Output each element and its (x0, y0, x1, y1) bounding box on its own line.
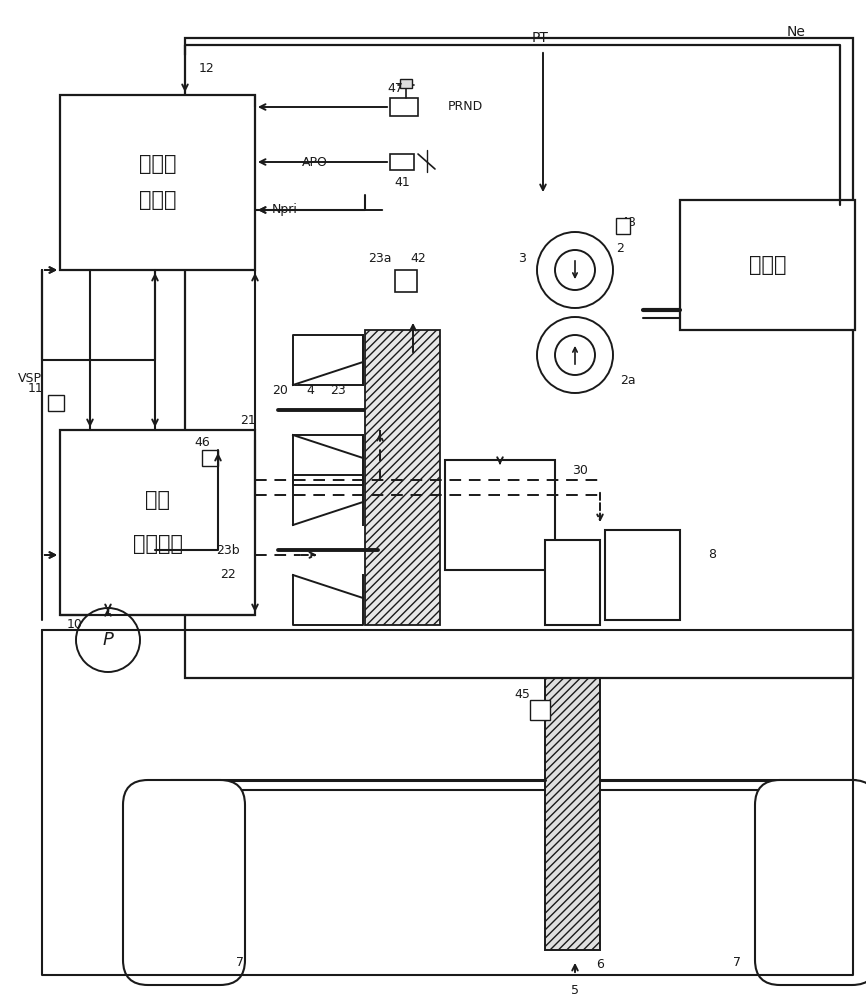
Bar (202, 450, 218, 466)
Text: 2: 2 (616, 241, 624, 254)
Text: 23b: 23b (216, 544, 240, 556)
Text: 5: 5 (571, 984, 579, 996)
Bar (616, 218, 630, 234)
Text: 3: 3 (518, 251, 526, 264)
Text: 7: 7 (236, 956, 244, 968)
Text: 47: 47 (387, 82, 403, 95)
Bar (365, 330, 440, 625)
Circle shape (555, 335, 595, 375)
Bar (530, 700, 550, 720)
Text: 48: 48 (620, 216, 636, 229)
Text: 控制回路: 控制回路 (132, 534, 183, 554)
Text: PT: PT (532, 31, 548, 45)
Text: 发动机: 发动机 (749, 255, 786, 275)
Bar (395, 270, 417, 292)
Text: 油压: 油压 (145, 490, 170, 510)
Text: Ne: Ne (786, 25, 805, 39)
FancyBboxPatch shape (123, 780, 245, 985)
Text: 12: 12 (199, 62, 215, 75)
Text: 7: 7 (733, 956, 741, 968)
Text: 23a: 23a (368, 251, 391, 264)
Text: 控制器: 控制器 (139, 190, 177, 211)
Text: 23: 23 (330, 383, 346, 396)
Bar (605, 530, 680, 620)
Bar (445, 460, 555, 570)
Text: 22: 22 (220, 568, 236, 582)
Text: APO: APO (302, 156, 328, 169)
Text: PRND: PRND (448, 101, 483, 113)
Text: 6: 6 (596, 958, 604, 972)
Bar (390, 98, 418, 116)
Text: VSP: VSP (18, 371, 42, 384)
Text: 11: 11 (28, 381, 44, 394)
Text: 20: 20 (272, 383, 288, 396)
Text: 45: 45 (514, 688, 530, 700)
Text: 变速器: 变速器 (139, 154, 177, 174)
Bar (60, 95, 255, 270)
FancyBboxPatch shape (755, 780, 866, 985)
Text: 41: 41 (394, 176, 410, 190)
Bar (48, 395, 64, 411)
Text: P: P (102, 631, 113, 649)
Bar (615, 195, 643, 405)
Bar (400, 79, 412, 88)
Bar (390, 154, 414, 170)
Bar (60, 430, 255, 615)
Text: Npri: Npri (272, 204, 298, 217)
Bar (535, 195, 577, 405)
Text: 8: 8 (708, 548, 716, 562)
Bar (370, 195, 435, 635)
Circle shape (555, 250, 595, 290)
Text: 21: 21 (240, 414, 255, 426)
Circle shape (537, 317, 613, 393)
Text: 30: 30 (572, 464, 588, 477)
Polygon shape (293, 335, 363, 385)
Circle shape (76, 608, 140, 672)
Bar (545, 195, 600, 950)
Bar (545, 540, 600, 625)
Text: 4: 4 (306, 383, 314, 396)
Text: 10: 10 (67, 618, 83, 632)
Text: 42: 42 (410, 251, 426, 264)
Bar (680, 200, 855, 330)
Bar (185, 38, 853, 678)
Text: 46: 46 (194, 436, 210, 448)
Text: 2a: 2a (620, 373, 636, 386)
Circle shape (537, 232, 613, 308)
